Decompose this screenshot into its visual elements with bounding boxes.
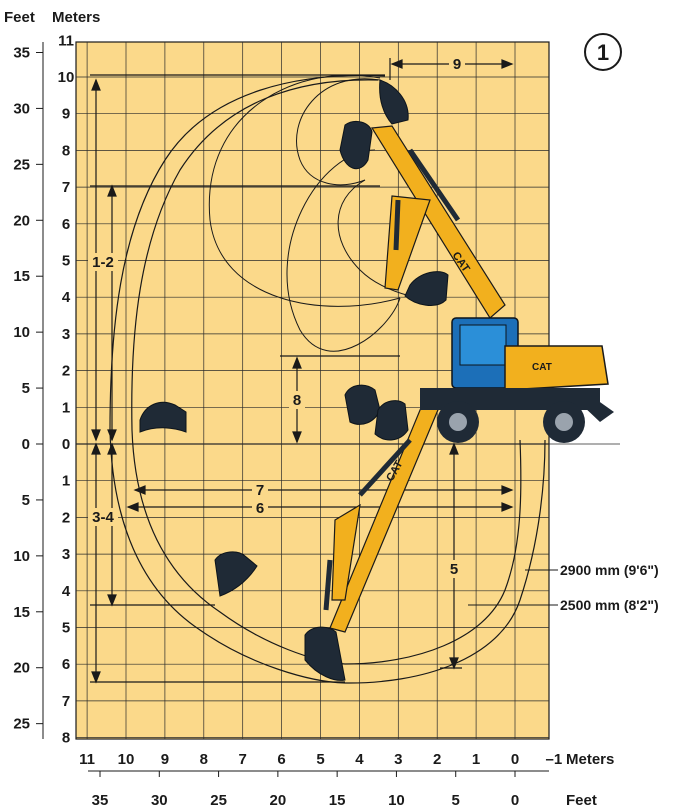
- bottom-feet-axis: 35 30 25 20 15 10 5 0: [92, 771, 519, 809]
- feet-tick-label: 0: [22, 436, 30, 453]
- meters-tick-label: 1: [62, 399, 70, 416]
- meters-tick-label: 2: [62, 363, 70, 380]
- bucket-center-a: [344, 384, 381, 425]
- label-8: 8: [293, 392, 301, 409]
- meters-tick-label: 6: [62, 656, 70, 673]
- bucket-upper: [339, 121, 373, 170]
- label-7: 7: [256, 482, 264, 499]
- label-3-4: 3-4: [92, 509, 114, 526]
- meters-tick-label: 11: [58, 32, 74, 49]
- meters-tick-label: 5: [62, 620, 70, 637]
- feet-tick-label: 10: [13, 324, 30, 341]
- bottom-meters-tick-label: 5: [316, 751, 324, 768]
- bucket-positions: [139, 79, 449, 681]
- bottom-feet-tick-label: 20: [270, 792, 287, 809]
- feet-tick-label: 35: [13, 44, 30, 61]
- boom-callouts: 2900 mm (9'6") 2500 mm (8'2"): [468, 562, 659, 613]
- excavator-body: CAT: [420, 317, 614, 443]
- bucket-mid: [404, 271, 449, 307]
- label-5: 5: [450, 561, 458, 578]
- lower-boom: CAT: [323, 397, 441, 633]
- feet-tick-label: 20: [13, 212, 30, 229]
- bottom-feet-tick-label: 0: [511, 792, 519, 809]
- meters-tick-label: 0: [62, 436, 70, 453]
- bottom-meters-tick-label: 0: [511, 751, 519, 768]
- meters-tick-label: 7: [62, 179, 70, 196]
- bottom-meters-tick-label: –1: [546, 751, 563, 768]
- meters-tick-label: 8: [62, 142, 70, 159]
- counterweight: [504, 345, 609, 391]
- bottom-meters-axis: 11 10 9 8 7 6 5 4 3 2 1 0 –1: [79, 751, 562, 768]
- meters-tick-label: 10: [58, 69, 75, 86]
- meters-header: Meters: [52, 9, 100, 26]
- meters-tick-label: 7: [62, 693, 70, 710]
- meters-tick-label: 8: [62, 730, 70, 747]
- loop-outer: [208, 74, 401, 307]
- figure-badge: [584, 33, 622, 71]
- bottom-feet-tick-label: 25: [210, 792, 227, 809]
- meters-tick-label: 3: [62, 326, 70, 343]
- bottom-feet-tick-label: 10: [388, 792, 405, 809]
- feet-tick-label: 20: [13, 660, 30, 677]
- figure-badge-number: 1: [597, 40, 609, 65]
- stabilizer-blade: [582, 395, 614, 422]
- feet-tick-label: 30: [13, 100, 30, 117]
- bottom-feet-unit: Feet: [566, 792, 597, 809]
- outer-envelope: [109, 74, 546, 684]
- bottom-meters-tick-label: 4: [355, 751, 364, 768]
- bucket-left: [139, 401, 187, 433]
- bucket-center-b: [374, 400, 409, 441]
- meters-tick-label: 9: [62, 106, 70, 123]
- feet-header: Feet: [4, 9, 35, 26]
- label-6: 6: [256, 500, 264, 517]
- meters-tick-label: 4: [62, 583, 71, 600]
- bottom-feet-tick-label: 35: [92, 792, 109, 809]
- bottom-meters-tick-label: 8: [200, 751, 208, 768]
- left-feet-axis: 35 30 25 20 15 10 5 0 5 10 15 20 25: [13, 44, 43, 733]
- bucket-lower-left: [214, 551, 258, 597]
- loop-inner: [296, 78, 381, 186]
- bottom-meters-tick-label: 10: [118, 751, 135, 768]
- bottom-meters-tick-label: 1: [472, 751, 480, 768]
- feet-tick-label: 5: [22, 380, 30, 397]
- bottom-meters-tick-label: 7: [239, 751, 247, 768]
- bottom-meters-unit: Meters: [566, 751, 614, 768]
- feet-tick-label: 15: [13, 268, 30, 285]
- dimension-labels: 1-2 3-4 8 5 7 6 9: [88, 55, 465, 578]
- cab-window: [459, 324, 507, 366]
- upper-boom: CAT: [370, 125, 506, 319]
- bottom-meters-tick-label: 3: [394, 751, 402, 768]
- label-1-2: 1-2: [92, 254, 114, 271]
- meters-tick-label: 1: [62, 473, 70, 490]
- boom-length-short: 2500 mm (8'2"): [560, 597, 659, 613]
- bucket-bottom: [304, 626, 346, 681]
- loop-dig: [337, 179, 411, 297]
- bottom-feet-tick-label: 15: [329, 792, 346, 809]
- grid: [76, 42, 620, 739]
- loop-mid: [286, 149, 401, 352]
- bottom-meters-tick-label: 11: [79, 751, 95, 768]
- feet-tick-label: 10: [13, 548, 30, 565]
- bottom-feet-tick-label: 30: [151, 792, 168, 809]
- meters-tick-label: 2: [62, 509, 70, 526]
- inner-envelope: [131, 79, 522, 665]
- meters-tick-label: 3: [62, 546, 70, 563]
- boom-length-long: 2900 mm (9'6"): [560, 562, 659, 578]
- bottom-meters-tick-label: 2: [433, 751, 441, 768]
- bottom-meters-tick-label: 6: [277, 751, 285, 768]
- feet-tick-label: 15: [13, 604, 30, 621]
- meters-tick-label: 4: [62, 289, 71, 306]
- feet-tick-label: 5: [22, 492, 30, 509]
- feet-tick-label: 25: [13, 156, 30, 173]
- meters-tick-label: 5: [62, 253, 70, 270]
- bottom-meters-tick-label: 9: [161, 751, 169, 768]
- bucket-top: [379, 79, 409, 125]
- feet-tick-label: 25: [13, 716, 30, 733]
- label-9: 9: [453, 56, 461, 73]
- bottom-feet-tick-label: 5: [452, 792, 460, 809]
- meters-tick-label: 6: [62, 216, 70, 233]
- body-brand: CAT: [532, 362, 552, 373]
